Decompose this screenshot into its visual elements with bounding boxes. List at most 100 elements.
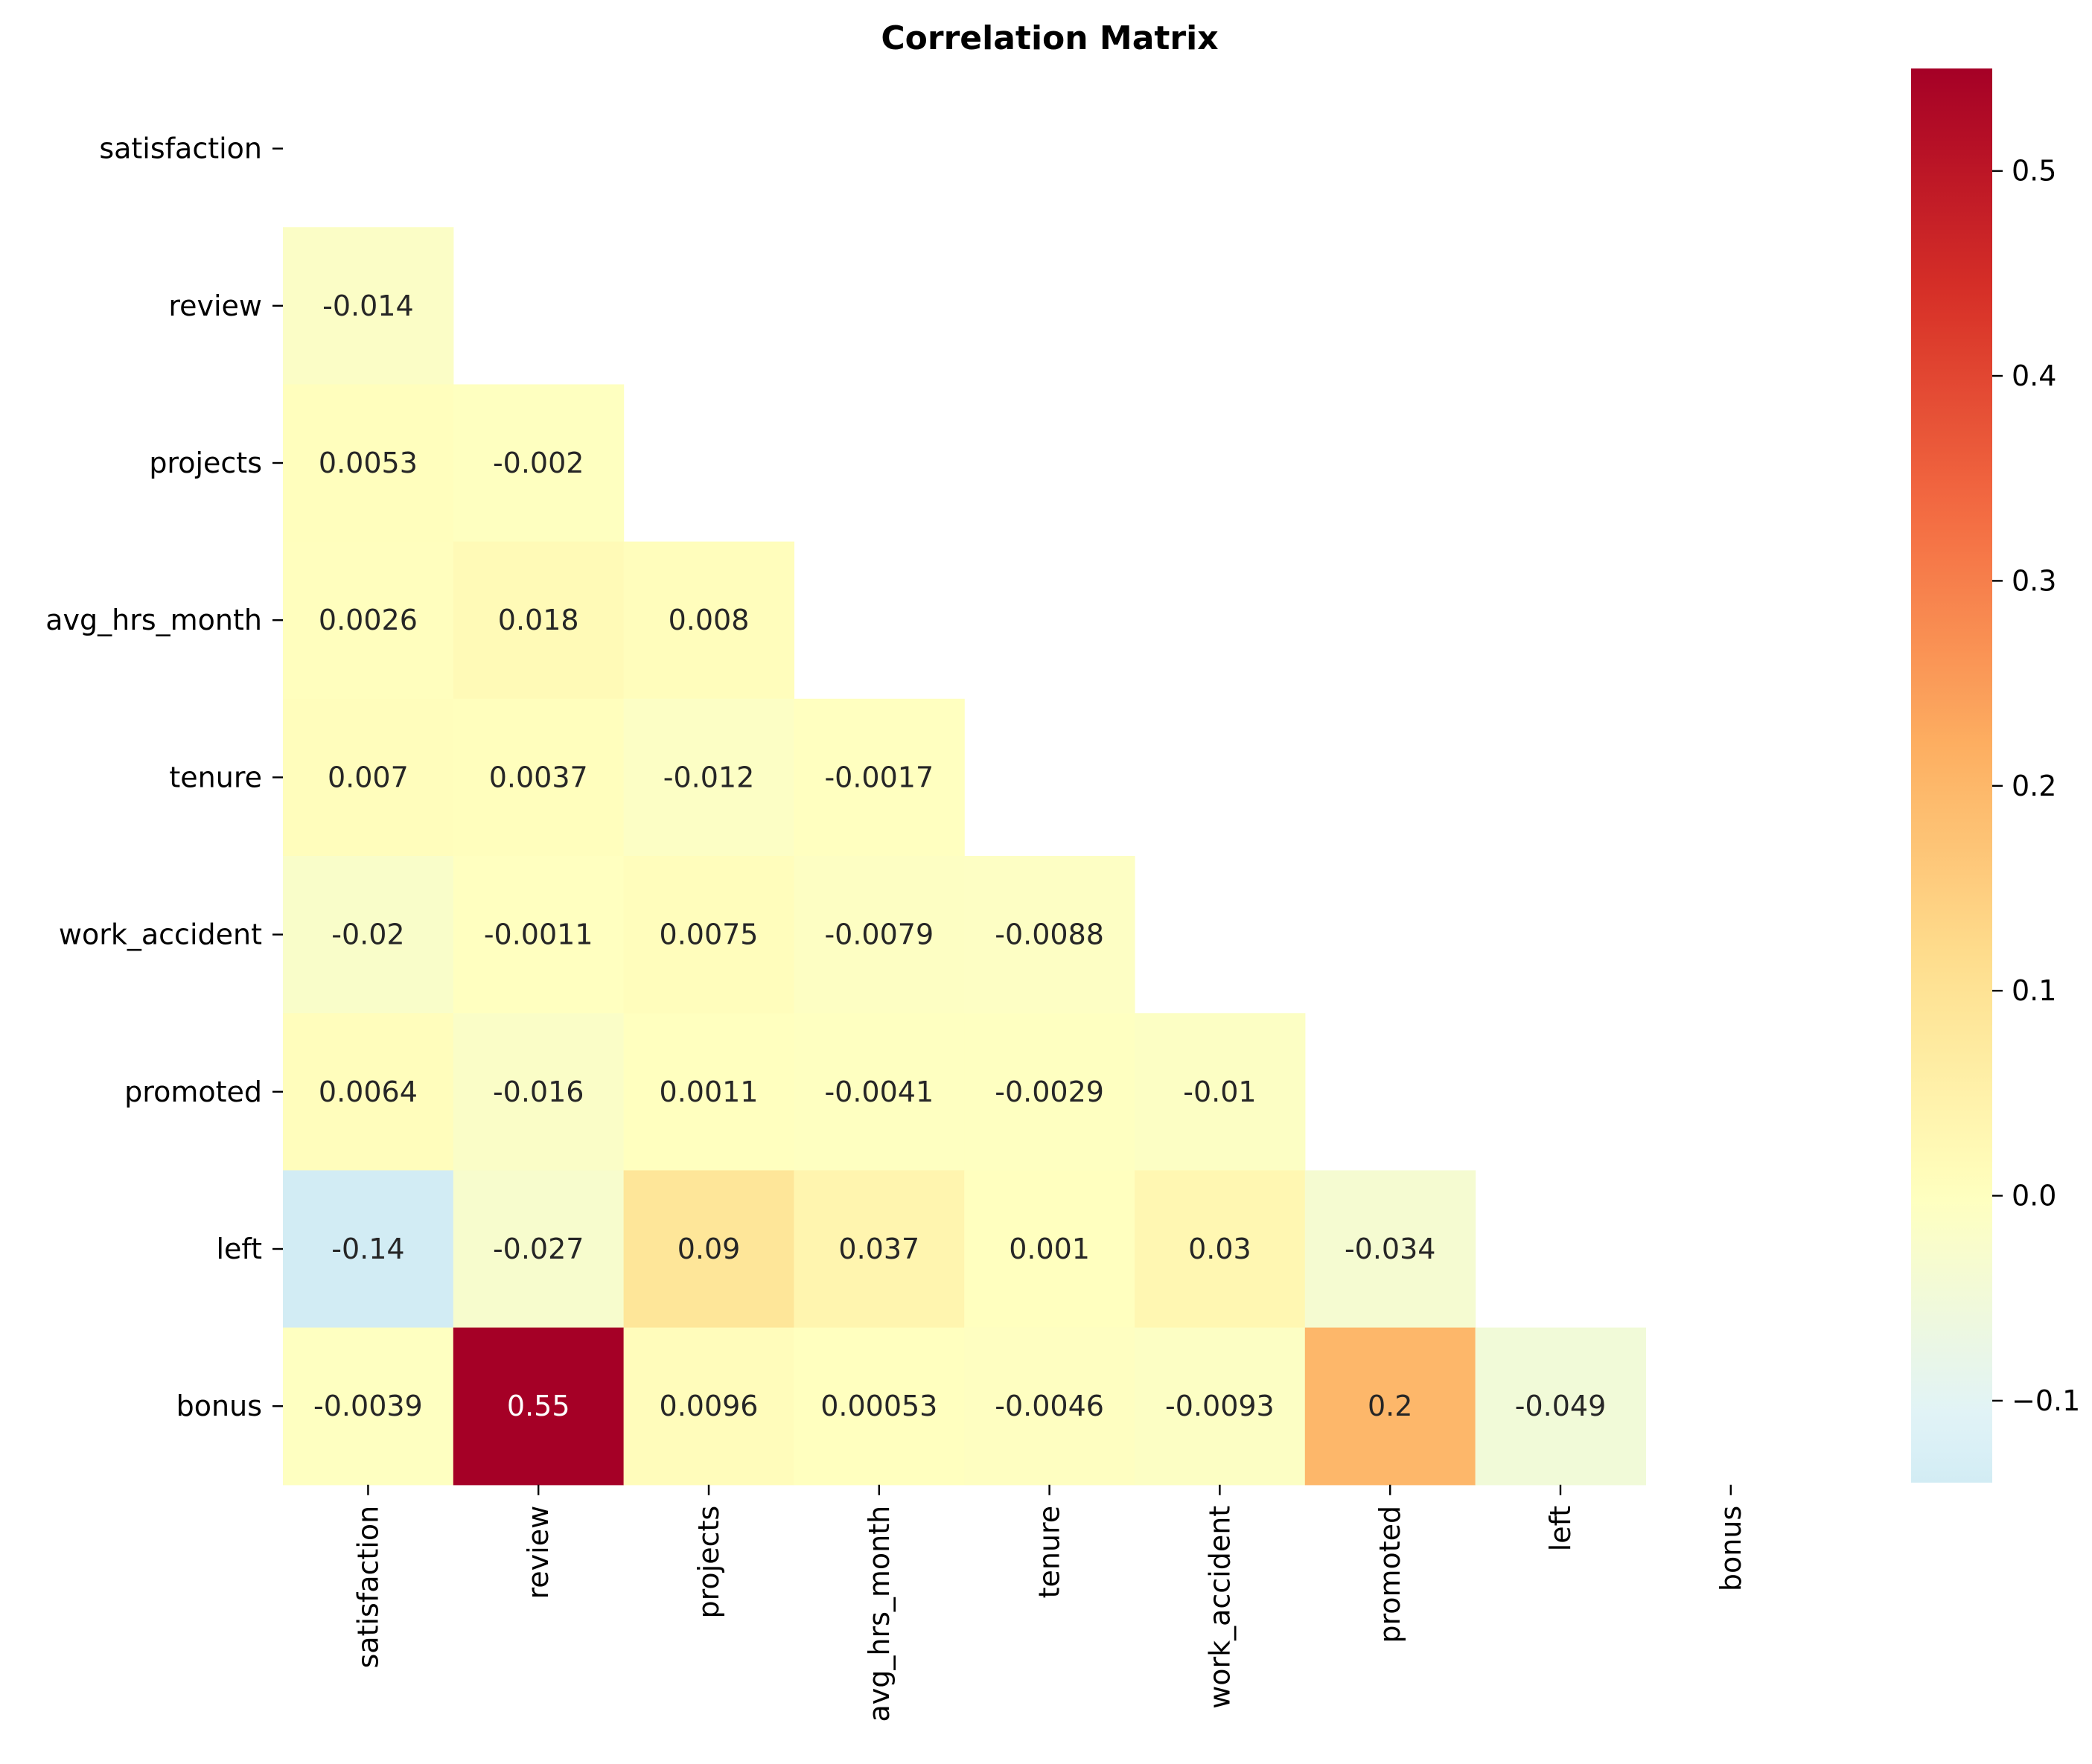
cell-value-label: 0.008 (669, 604, 750, 636)
y-tick-label: work_accident (59, 918, 262, 951)
cell-value-label: -0.14 (331, 1233, 404, 1265)
heatmap-cell (623, 1013, 794, 1171)
cell-value-label: 0.09 (677, 1233, 741, 1265)
cell-value-label: -0.012 (663, 761, 755, 793)
colorbar: −0.1 0.0 0.1 0.2 0.3 0.4 0.5 (1911, 68, 2080, 1483)
cell-value-label: -0.0039 (313, 1390, 423, 1422)
colorbar-gradient (1911, 68, 1992, 1483)
cell-value-label: 0.0096 (660, 1390, 759, 1422)
x-tick-label: avg_hrs_month (863, 1506, 896, 1722)
x-tick-label: review (522, 1506, 555, 1600)
heatmap-cell (453, 1327, 625, 1486)
heatmap-cell (1135, 1327, 1306, 1486)
cell-value-label: -0.0029 (995, 1076, 1104, 1108)
colorbar-tick-label: 0.4 (2012, 359, 2056, 392)
heatmap-cell (453, 1170, 625, 1329)
cell-value-label: 0.007 (328, 761, 409, 793)
heatmap-cell (623, 856, 794, 1014)
chart-title: Correlation Matrix (881, 19, 1218, 57)
heatmap-cell (623, 1327, 794, 1486)
heatmap-cell (283, 698, 454, 857)
y-tick-label: avg_hrs_month (45, 604, 262, 636)
cell-value-label: 0.0053 (319, 447, 418, 479)
cell-value-label: -0.0011 (484, 918, 593, 951)
colorbar-tick-label: 0.2 (2012, 770, 2056, 802)
heatmap-cell (964, 1327, 1135, 1486)
cell-value-label: -0.01 (1183, 1076, 1256, 1108)
cell-value-label: -0.049 (1515, 1390, 1607, 1422)
y-tick-label: bonus (176, 1390, 262, 1422)
cell-value-label: 0.00053 (820, 1390, 937, 1422)
cell-value-label: 0.001 (1009, 1233, 1090, 1265)
heatmap-cell (453, 856, 625, 1014)
heatmap-cell (1135, 1170, 1306, 1329)
y-axis: satisfaction review projects avg_hrs_montht… (45, 132, 283, 1422)
cell-value-label: 0.0075 (660, 918, 759, 951)
x-tick-label: projects (692, 1506, 725, 1619)
colorbar-tick-label: 0.0 (2012, 1180, 2056, 1212)
cell-value-label: 0.0011 (660, 1076, 759, 1108)
cell-value-label: -0.0088 (995, 918, 1104, 951)
cell-value-label: -0.0093 (1165, 1390, 1275, 1422)
heatmap-cell (283, 541, 454, 700)
heatmap-cell (1475, 1327, 1646, 1486)
x-tick-label: tenure (1033, 1506, 1066, 1599)
heatmap-cell (794, 1013, 965, 1171)
heatmap-cell (794, 856, 965, 1014)
heatmap-cell (283, 856, 454, 1014)
x-tick-label: satisfaction (351, 1506, 384, 1669)
y-tick-label: projects (149, 447, 262, 479)
y-tick-label: tenure (169, 761, 262, 793)
heatmap-cell (453, 541, 625, 700)
cell-value-label: 0.037 (838, 1233, 919, 1265)
cell-value-label: -0.0046 (995, 1390, 1104, 1422)
cell-value-label: -0.002 (493, 447, 584, 479)
colorbar-tick-label: 0.1 (2012, 974, 2056, 1007)
heatmap-cell (283, 1170, 454, 1329)
cell-value-label: -0.016 (493, 1076, 584, 1108)
heatmap-cell (283, 1013, 454, 1171)
heatmap-cell (964, 1170, 1135, 1329)
cell-value-label: -0.02 (331, 918, 404, 951)
heatmap-cell (794, 1170, 965, 1329)
cell-value-label: -0.0041 (824, 1076, 934, 1108)
heatmap-cell (283, 384, 454, 543)
x-tick-label: promoted (1374, 1506, 1406, 1643)
y-tick-label: satisfaction (99, 132, 262, 165)
colorbar-tick-label: −0.1 (2012, 1384, 2080, 1417)
cell-value-label: 0.0064 (319, 1076, 418, 1108)
cell-value-label: 0.2 (1368, 1390, 1412, 1422)
colorbar-tick-label: 0.3 (2012, 564, 2056, 597)
heatmap-cell (794, 698, 965, 857)
heatmap-cell (283, 1327, 454, 1486)
cell-value-label: 0.0037 (489, 761, 588, 793)
y-tick-label: left (216, 1233, 262, 1265)
heatmap-cell (623, 1170, 794, 1329)
heatmap-cells (283, 227, 1646, 1486)
heatmap-cell (623, 698, 794, 857)
cell-value-label: 0.55 (507, 1390, 570, 1422)
y-tick-label: review (168, 290, 262, 322)
x-tick-label: work_accident (1203, 1506, 1236, 1709)
cell-value-label: 0.03 (1188, 1233, 1251, 1265)
heatmap-cell (1304, 1327, 1476, 1486)
heatmap-cell (964, 856, 1135, 1014)
cell-value-label: 0.018 (498, 604, 579, 636)
x-tick-label: bonus (1715, 1506, 1747, 1591)
x-axis: satisfaction review projects avg_hrs_month t… (351, 1484, 1747, 1722)
cell-value-label: -0.034 (1345, 1233, 1436, 1265)
heatmap-cell (623, 541, 794, 700)
heatmap-cell (283, 227, 454, 385)
cell-value-label: -0.027 (493, 1233, 584, 1265)
heatmap-cell (1304, 1170, 1476, 1329)
colorbar-tick-label: 0.5 (2012, 155, 2056, 188)
x-tick-label: left (1544, 1506, 1577, 1552)
cell-value-label: -0.0017 (824, 761, 934, 793)
heatmap-cell (794, 1327, 965, 1486)
cell-value-label: -0.0079 (824, 918, 934, 951)
cell-labels: -0.014 0.0053 -0.002 0.0026 0.018 0.008 0.007 0… (313, 290, 1606, 1422)
cell-value-label: -0.014 (322, 290, 414, 322)
y-tick-label: promoted (124, 1076, 262, 1108)
